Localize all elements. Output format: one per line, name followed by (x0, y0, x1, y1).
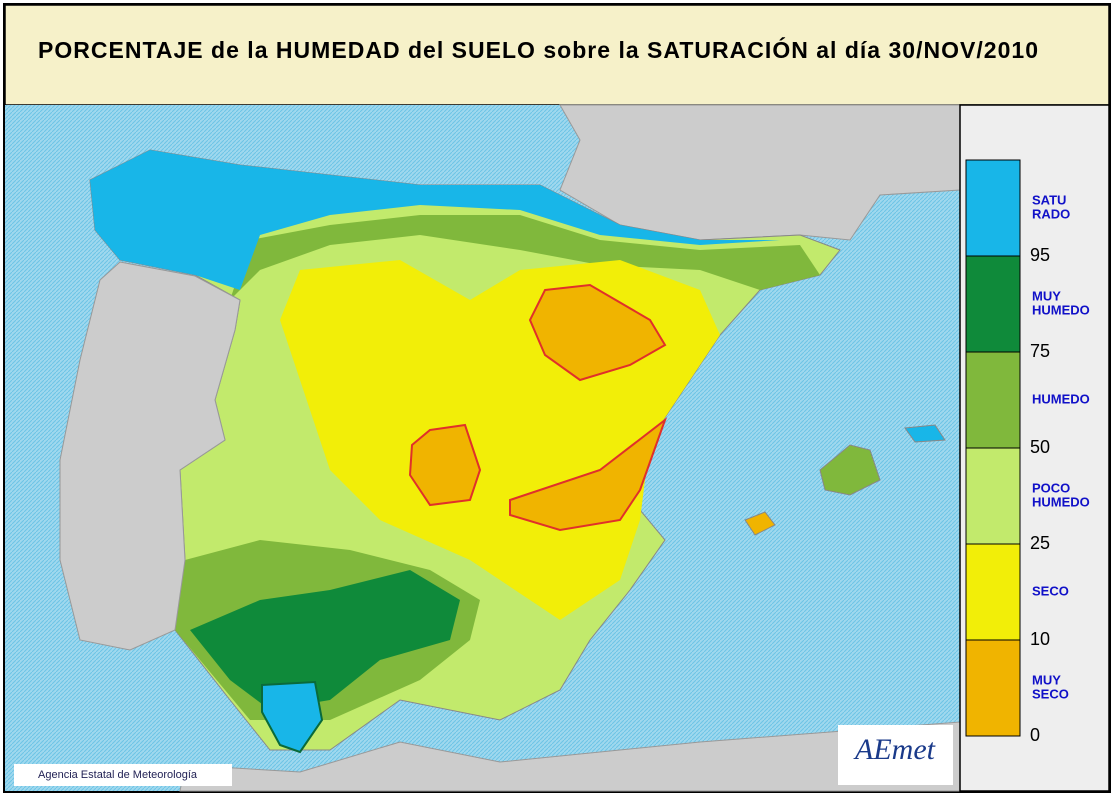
zone-very-dry-east (509, 417, 668, 532)
legend-swatch (965, 351, 1021, 449)
legend-threshold: 10 (1030, 629, 1050, 649)
legend-label: SECO (1032, 583, 1069, 598)
legend-label: POCO (1032, 480, 1070, 495)
zone-saturated-south (261, 680, 324, 754)
legend-label: SECO (1032, 686, 1069, 701)
zone-humid-north (230, 215, 820, 300)
logo: AEmet (853, 733, 936, 766)
mallorca (819, 444, 881, 496)
title: PORCENTAJE de la HUMEDAD del SUELO sobre… (38, 36, 1038, 63)
ibiza (744, 511, 776, 536)
legend-label: HUMEDO (1032, 391, 1090, 406)
legend: SATURADO95MUYHUMEDO75HUMEDO50POCOHUMEDO2… (965, 159, 1090, 745)
legend-threshold: 50 (1030, 437, 1050, 457)
legend-threshold: 25 (1030, 533, 1050, 553)
legend-label: MUY (1032, 288, 1061, 303)
zone-very-dry-center (408, 423, 482, 507)
legend-swatch (965, 639, 1021, 737)
zone-very-dry-ne (528, 283, 667, 382)
legend-label: SATU (1032, 192, 1066, 207)
legend-swatch (965, 255, 1021, 353)
portugal (59, 261, 241, 651)
credit: Agencia Estatal de Meteorología (38, 769, 198, 781)
legend-label: HUMEDO (1032, 494, 1090, 509)
legend-label: RADO (1032, 206, 1070, 221)
legend-threshold: 95 (1030, 245, 1050, 265)
legend-label: HUMEDO (1032, 302, 1090, 317)
menorca (904, 424, 946, 443)
legend-threshold: 75 (1030, 341, 1050, 361)
legend-swatch (965, 447, 1021, 545)
legend-swatch (965, 543, 1021, 641)
map: Agencia Estatal de Meteorología AEmet (5, 104, 961, 792)
legend-swatch (965, 159, 1021, 257)
title-box (4, 4, 1110, 106)
zone-very-humid-south (190, 570, 460, 710)
legend-label: MUY (1032, 672, 1061, 687)
logo-box (838, 725, 953, 785)
legend-threshold: 0 (1030, 725, 1040, 745)
credit-box (14, 764, 232, 786)
zone-saturated-north (90, 150, 780, 290)
